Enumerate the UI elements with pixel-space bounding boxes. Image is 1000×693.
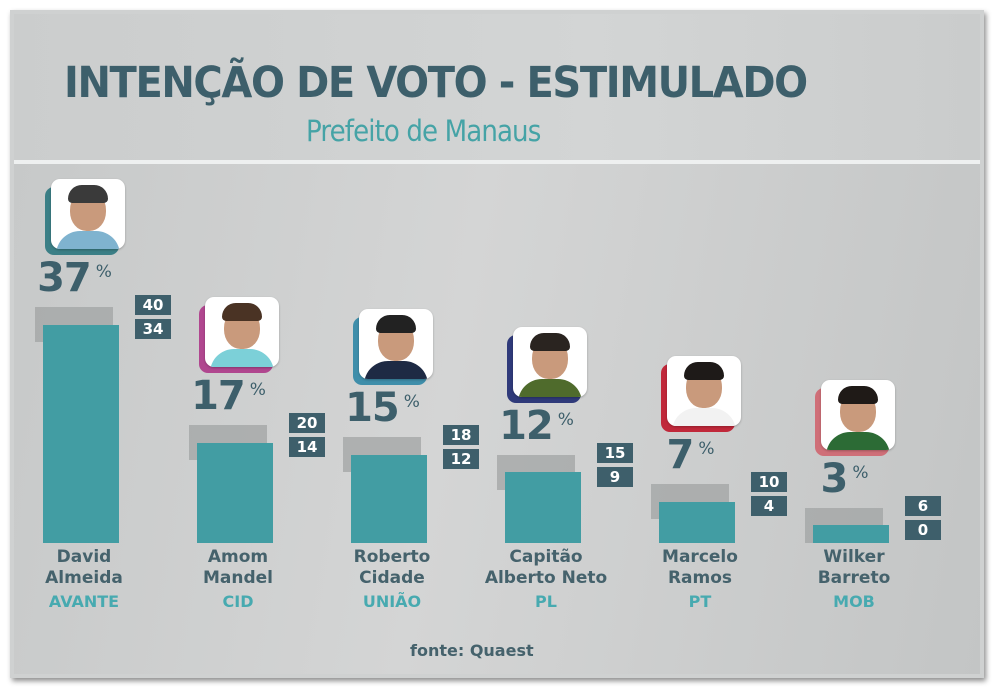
margin-max-badge: 20	[289, 413, 325, 433]
shirt-shape	[210, 349, 274, 367]
candidate-party: PL	[535, 592, 557, 611]
shirt-shape	[672, 408, 736, 426]
vote-percentage-value: 37	[37, 255, 92, 301]
candidate-photo	[513, 326, 587, 397]
candidate-first-name: Wilker	[823, 547, 885, 567]
percent-sign: %	[249, 380, 266, 400]
vote-percentage: 17%	[148, 373, 308, 419]
source-note: fonte: Quaest	[410, 641, 534, 660]
candidate-first-name: David	[56, 547, 112, 567]
margin-max-badge: 15	[597, 442, 633, 463]
chart-title: INTENÇÃO DE VOTO - ESTIMULADO	[64, 58, 808, 108]
candidate-photo	[205, 297, 279, 367]
candidate-column: 3% 6 0 Wilker Barreto MOB	[774, 0, 941, 693]
candidate-column: 17% 20 14 Amom Mandel CID	[158, 0, 325, 693]
vote-percentage-value: 17	[191, 373, 246, 419]
percent-sign: %	[95, 262, 112, 282]
vote-percentage: 7%	[610, 432, 770, 478]
shirt-shape	[56, 231, 120, 249]
vote-bar	[659, 501, 735, 543]
candidate-photo	[359, 308, 433, 379]
percent-sign: %	[698, 439, 714, 459]
shirt-shape	[364, 360, 428, 379]
margin-min-badge: 4	[751, 496, 787, 516]
vote-percentage: 3%	[764, 456, 924, 502]
hair-shape	[684, 362, 724, 380]
candidate-party: PT	[688, 592, 712, 611]
header-divider	[14, 160, 980, 164]
vote-percentage-value: 12	[499, 402, 554, 449]
hair-shape	[838, 385, 878, 404]
candidate-party: CID	[222, 592, 254, 611]
vote-bar	[505, 472, 581, 543]
margin-min-badge: 14	[289, 437, 325, 457]
vote-percentage: 37%	[0, 255, 154, 301]
candidate-first-name: Marcelo	[662, 547, 738, 567]
candidate-last-name: Cidade	[359, 568, 425, 588]
vote-bar	[813, 525, 889, 543]
margin-max-badge: 6	[905, 495, 941, 516]
vote-bar	[351, 454, 427, 543]
margin-max-badge: 10	[751, 472, 787, 492]
vote-percentage-value: 15	[345, 384, 400, 431]
candidate-column: 12% 15 9 Capitão Alberto Neto PL	[466, 0, 633, 693]
vote-bar	[197, 442, 273, 543]
candidate-column: 7% 10 4 Marcelo Ramos PT	[620, 0, 787, 693]
vote-percentage: 15%	[302, 385, 462, 431]
shirt-shape	[826, 431, 890, 450]
vote-bar	[43, 324, 119, 543]
margin-min-badge: 34	[135, 319, 171, 339]
percent-sign: %	[557, 409, 574, 430]
candidate-column: 37% 40 34 David Almeida AVANTE	[4, 0, 171, 693]
margin-min-badge: 0	[905, 519, 941, 540]
margin-max-badge: 18	[443, 424, 479, 445]
hair-shape	[376, 314, 416, 333]
percent-sign: %	[403, 391, 420, 412]
vote-percentage-value: 3	[820, 455, 849, 502]
percent-sign: %	[852, 462, 868, 483]
candidate-last-name: Almeida	[45, 568, 123, 588]
vote-percentage: 12%	[456, 403, 616, 449]
hair-shape	[68, 185, 108, 203]
candidate-party: MOB	[833, 592, 875, 611]
margin-min-badge: 12	[443, 448, 479, 469]
margin-max-badge: 40	[135, 295, 171, 315]
candidate-first-name: Roberto	[353, 547, 431, 567]
candidate-last-name: Alberto Neto	[484, 568, 608, 588]
shirt-shape	[518, 378, 582, 397]
candidate-party: UNIÃO	[362, 592, 422, 611]
candidate-photo	[51, 179, 125, 249]
chart-subtitle: Prefeito de Manaus	[306, 114, 541, 148]
chart-header	[14, 14, 980, 160]
hair-shape	[530, 332, 570, 351]
candidate-photo	[667, 356, 741, 426]
candidate-party: AVANTE	[48, 592, 120, 611]
candidate-last-name: Ramos	[667, 568, 733, 588]
candidate-first-name: Capitão	[509, 547, 583, 567]
candidate-first-name: Amom	[207, 547, 269, 567]
candidate-last-name: Barreto	[817, 568, 891, 588]
vote-percentage-value: 7	[666, 432, 695, 478]
candidate-last-name: Mandel	[202, 568, 274, 588]
hair-shape	[222, 303, 262, 321]
candidate-column: 15% 18 12 Roberto Cidade UNIÃO	[312, 0, 479, 693]
margin-min-badge: 9	[597, 466, 633, 487]
candidate-photo	[821, 379, 895, 450]
